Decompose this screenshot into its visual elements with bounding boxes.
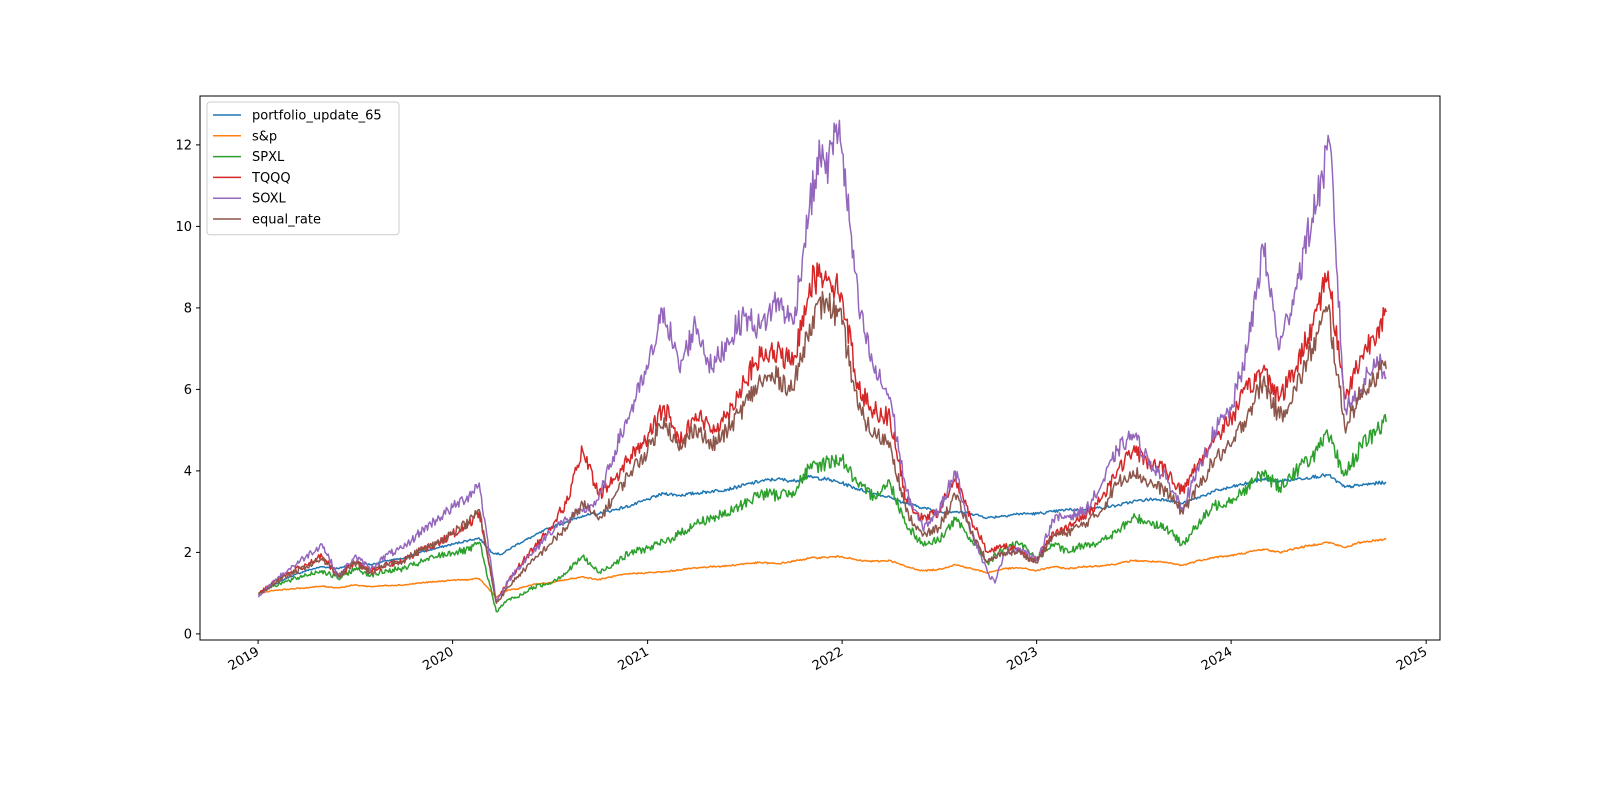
y-tick-label: 4 [184, 464, 192, 479]
y-tick-label: 6 [184, 383, 192, 398]
legend-label: SOXL [252, 192, 287, 207]
y-tick-label: 2 [184, 546, 192, 561]
legend-label: equal_rate [252, 213, 321, 228]
y-tick-label: 12 [175, 138, 192, 153]
y-tick-label: 10 [175, 220, 192, 235]
series-line-s-p [258, 537, 1387, 598]
series-line-portfolio-update-65 [258, 473, 1387, 594]
series-line-equal-rate [257, 290, 1387, 605]
series-line-spxl [258, 413, 1387, 613]
plot-frame [199, 95, 1441, 641]
y-tick-label: 0 [184, 627, 192, 642]
legend-label: TQQQ [251, 171, 291, 186]
series-line-soxl [257, 119, 1387, 603]
legend-label: s&p [252, 129, 277, 144]
legend-box [206, 101, 400, 236]
legend: portfolio_update_65 s&p SPXL TQQQ SOXL equal_… [206, 101, 400, 236]
y-tick-label: 8 [184, 301, 192, 316]
series-layer [257, 119, 1387, 613]
legend-label: portfolio_update_65 [252, 109, 382, 124]
legend-label: SPXL [252, 150, 285, 165]
